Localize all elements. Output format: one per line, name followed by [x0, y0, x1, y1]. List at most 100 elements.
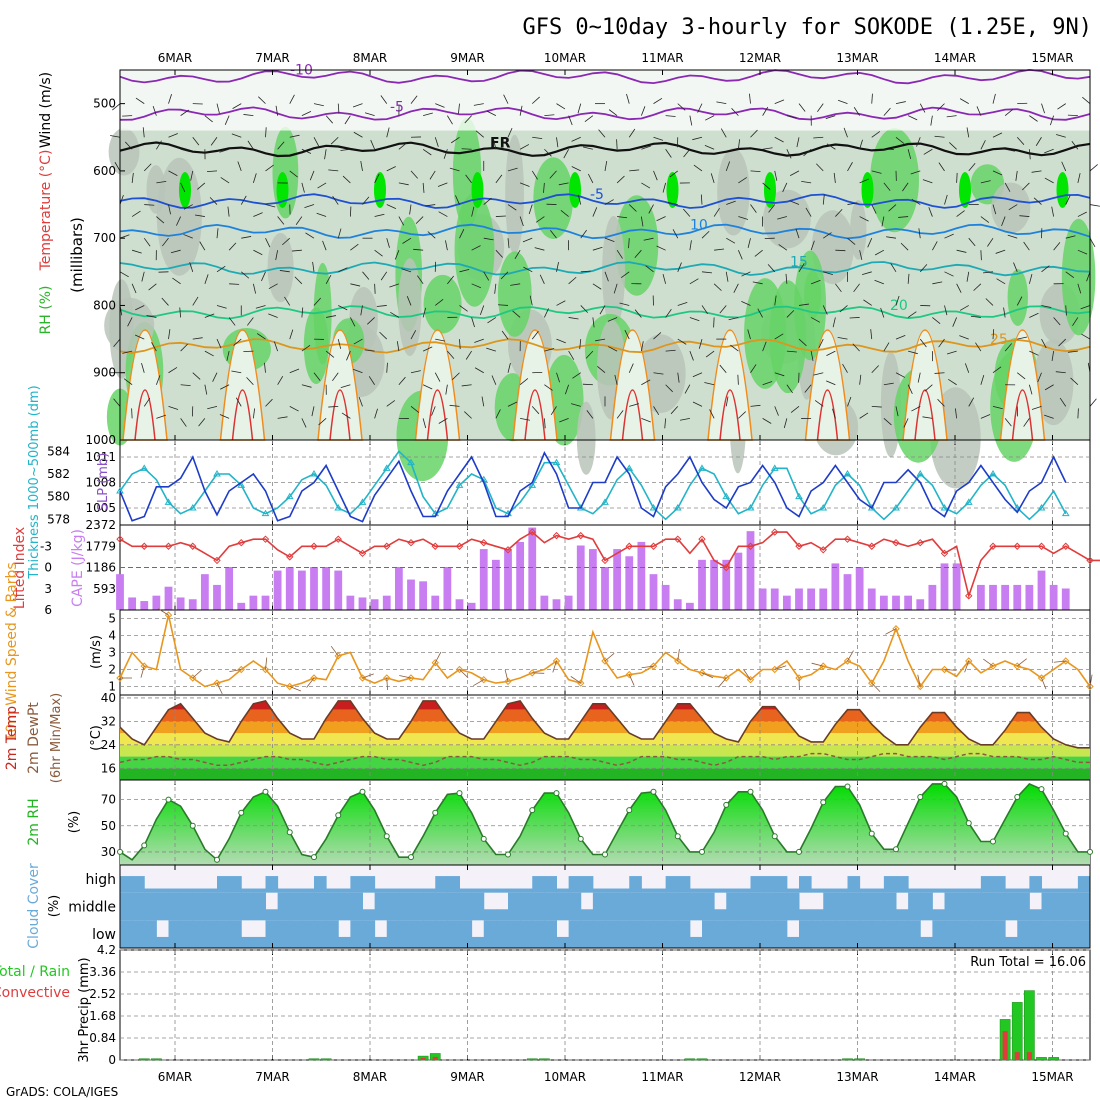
cloud-cell	[350, 920, 363, 948]
wind-barb	[376, 305, 387, 307]
cloud-cell	[1065, 892, 1079, 921]
cloud-cell	[580, 909, 594, 921]
cape-bar	[734, 552, 743, 610]
wind-barb	[240, 271, 250, 279]
run-total-label: Run Total = 16.06	[970, 955, 1086, 970]
wind-barb	[665, 115, 676, 117]
cloud-cell	[847, 920, 861, 948]
wind-barb	[814, 400, 824, 407]
wind-barb	[859, 139, 863, 150]
wind-barb	[135, 97, 145, 104]
y-tick-label: 70	[101, 793, 116, 807]
wind-barb	[987, 237, 994, 247]
thickness-point	[843, 470, 852, 477]
wind-barb	[132, 249, 142, 254]
wind-barb	[301, 345, 311, 352]
wind-barb	[992, 405, 1003, 410]
wind-barb	[641, 182, 651, 189]
thickness-point	[1061, 509, 1070, 517]
cloud-cell	[702, 892, 715, 921]
wind-barb	[616, 249, 623, 259]
wind-barb	[719, 364, 727, 373]
wind-barb	[1067, 114, 1078, 117]
wind-barb	[534, 247, 545, 251]
rh-high-patch	[471, 172, 484, 208]
cape-bar	[661, 584, 670, 610]
cape-bar	[710, 559, 719, 610]
wind-barb	[386, 204, 397, 209]
rh2m-point	[408, 854, 414, 861]
wind-barb-10m	[1041, 677, 1047, 690]
wind-barb	[141, 363, 145, 373]
wind-barb	[1001, 216, 1006, 227]
wind-barb	[204, 384, 208, 395]
isotherm-label: -5	[590, 187, 604, 203]
cape-bar	[770, 588, 779, 610]
wind-barb	[1044, 384, 1054, 391]
wind-barb	[1065, 195, 1071, 205]
wind-speed-point	[407, 674, 415, 682]
cloud-cell	[993, 892, 1006, 921]
cape-bar	[916, 599, 925, 610]
wind-barb	[922, 416, 933, 419]
wind-barb	[1080, 305, 1091, 310]
wind-barb	[353, 338, 363, 345]
rh-high-patch	[861, 172, 874, 208]
wind-barb	[888, 204, 897, 212]
panel-side-label: 3hr Precip (mm)	[77, 957, 92, 1062]
cloud-cell	[411, 888, 424, 893]
y-tick-label: 593	[93, 582, 116, 596]
precip-conv-bar	[323, 1059, 329, 1060]
rh2m-point	[965, 820, 972, 827]
wind-barb-10m	[504, 669, 509, 682]
wind-barb	[253, 249, 263, 256]
rh-patch	[533, 157, 574, 240]
cloud-cell	[156, 888, 169, 893]
cloud-cell	[677, 920, 691, 948]
wind-barb	[750, 404, 761, 407]
wind-barb	[938, 338, 945, 348]
wind-barb	[689, 278, 699, 285]
cloud-cell	[132, 920, 145, 948]
wind-barb	[832, 408, 836, 419]
wind-speed-point	[1037, 674, 1046, 682]
cloud-cell	[1017, 920, 1030, 948]
wind-barb	[664, 418, 667, 429]
wind-barb	[774, 295, 777, 306]
wind-barb	[577, 194, 582, 205]
wind-barb	[252, 283, 257, 294]
cloud-cell	[811, 920, 824, 948]
wind-barb	[438, 211, 448, 217]
wind-barb	[863, 299, 872, 306]
cape-bar	[1025, 584, 1034, 610]
wind-barb	[835, 208, 843, 217]
wind-barb	[608, 109, 618, 116]
cloud-cell	[192, 920, 206, 948]
rh2m-point	[1062, 830, 1069, 837]
wind-barb	[122, 350, 133, 354]
wind-barb	[216, 305, 227, 309]
wind-barb	[980, 375, 985, 385]
cloud-cell	[386, 888, 400, 893]
wind-barb	[558, 182, 569, 186]
wind-barb	[1059, 397, 1067, 407]
cape-bar	[746, 531, 755, 610]
wind-barb	[362, 196, 370, 205]
rh-high-patch	[959, 172, 971, 208]
cloud-cell	[229, 892, 242, 921]
wind-barb	[604, 199, 614, 205]
cloud-cell	[726, 888, 739, 893]
wind-barb	[556, 103, 566, 110]
wind-barb	[955, 408, 958, 419]
cape-bar	[819, 588, 828, 610]
wind-barb	[818, 338, 824, 349]
wind-barb	[859, 216, 869, 222]
wind-barb	[277, 141, 285, 150]
wind-barb	[580, 229, 587, 239]
wind-barb	[256, 333, 266, 340]
wind-barb	[956, 249, 967, 253]
wind-barb	[337, 103, 340, 114]
wind-barb	[902, 182, 909, 192]
rh-patch	[398, 258, 422, 357]
wind-barb	[483, 271, 490, 281]
